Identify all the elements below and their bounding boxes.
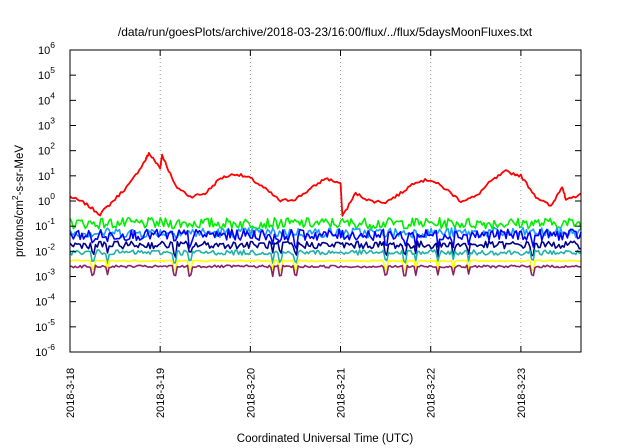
y-tick-label: 106	[38, 40, 55, 57]
y-axis-label: protons/cm2-s-sr-MeV	[10, 145, 26, 257]
y-axis-ticks: 10-6 10-5 10-4 10-3 10-2 10-1 100 101 102 103 104 1…	[35, 40, 581, 359]
y-tick-label: 100	[38, 191, 55, 208]
y-tick-label: 105	[38, 65, 55, 82]
x-tick-label: 2018-3-21	[336, 368, 348, 418]
y-tick-label: 10-4	[35, 292, 55, 309]
y-tick-label: 102	[38, 141, 55, 158]
series-line-7	[69, 259, 582, 272]
series-line-4	[69, 228, 582, 250]
x-tick-label: 2018-3-23	[516, 368, 528, 418]
y-tick-label: 10-5	[35, 317, 55, 334]
series-line-5	[69, 240, 582, 259]
series-line-8	[69, 264, 582, 278]
y-tick-label: 10-1	[35, 216, 55, 233]
series-line-2	[69, 217, 582, 230]
y-tick-label: 10-6	[35, 342, 55, 359]
chart-title: /data/run/goesPlots/archive/2018-03-23/1…	[118, 25, 533, 39]
data-series	[69, 152, 582, 278]
plot-frame	[69, 49, 582, 353]
x-tick-label: 2018-3-22	[426, 368, 438, 418]
x-tick-label: 2018-3-18	[65, 368, 77, 418]
series-line-6	[69, 249, 582, 265]
x-axis-label: Coordinated Universal Time (UTC)	[237, 433, 414, 445]
x-tick-label: 2018-3-19	[155, 368, 167, 418]
y-tick-label: 10-2	[35, 241, 55, 258]
x-axis-ticks: 2018-3-18 2018-3-19 2018-3-20 2018-3-21 2018…	[65, 50, 528, 418]
x-tick-label: 2018-3-20	[245, 368, 257, 418]
y-tick-label: 103	[38, 116, 55, 133]
y-tick-label: 104	[38, 90, 55, 107]
y-tick-label: 101	[38, 166, 55, 183]
y-tick-label: 10-3	[35, 267, 55, 284]
series-line-1	[69, 152, 582, 217]
